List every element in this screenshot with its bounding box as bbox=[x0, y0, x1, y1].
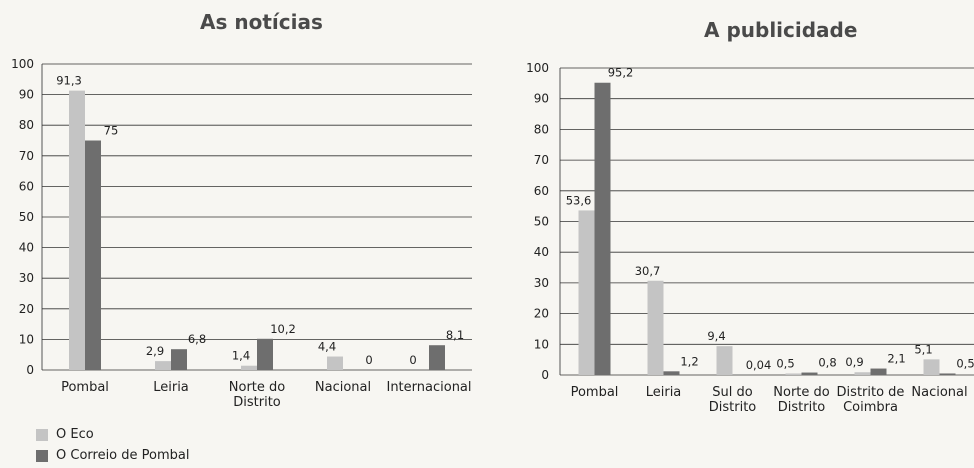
publicidade-y-tick-label: 30 bbox=[534, 276, 549, 290]
chart-title-publicidade: A publicidade bbox=[704, 18, 858, 42]
legend-label-correio: O Correio de Pombal bbox=[56, 448, 190, 463]
noticias-y-tick-label: 90 bbox=[19, 88, 34, 102]
publicidade-bar-eco bbox=[716, 346, 733, 375]
publicidade-data-label: 0,9 bbox=[845, 355, 863, 369]
publicidade-bar-correio bbox=[594, 82, 611, 376]
legend-item-correio: O Correio de Pombal bbox=[36, 445, 189, 466]
publicidade-y-tick-label: 10 bbox=[534, 337, 549, 351]
legend-swatch-eco bbox=[36, 428, 48, 441]
legend-label-eco: O Eco bbox=[56, 427, 94, 442]
publicidade-y-tick-label: 60 bbox=[534, 184, 549, 198]
noticias-data-label: 75 bbox=[104, 124, 119, 138]
publicidade-bar-eco bbox=[854, 372, 871, 375]
publicidade-data-label: 5,1 bbox=[914, 342, 932, 356]
legend-swatch-correio bbox=[36, 449, 48, 462]
publicidade-y-tick-label: 80 bbox=[534, 122, 549, 136]
publicidade-category-label: Pombal bbox=[571, 385, 619, 400]
publicidade-data-label: 2,1 bbox=[887, 352, 905, 366]
publicidade-category-label: Nacional bbox=[911, 385, 967, 400]
noticias-y-tick-label: 40 bbox=[19, 241, 34, 255]
publicidade-category-label: Distrito bbox=[778, 400, 826, 415]
noticias-bar-eco bbox=[155, 361, 171, 370]
noticias-data-label: 10,2 bbox=[270, 322, 296, 336]
publicidade-data-label: 1,2 bbox=[680, 354, 698, 368]
publicidade-data-label: 0,04 bbox=[746, 358, 772, 372]
publicidade-bar-correio bbox=[939, 373, 956, 375]
noticias-category-label: Nacional bbox=[315, 380, 371, 395]
noticias-bar-eco bbox=[241, 365, 257, 370]
publicidade-bar-correio bbox=[801, 372, 818, 375]
legend: O Eco O Correio de Pombal bbox=[36, 424, 189, 466]
noticias-category-label: Pombal bbox=[61, 380, 109, 395]
noticias-bar-eco bbox=[327, 356, 343, 370]
publicidade-bar-eco bbox=[578, 210, 595, 375]
noticias-data-label: 4,4 bbox=[318, 340, 336, 354]
noticias-category-label: Internacional bbox=[386, 380, 471, 395]
publicidade-y-tick-label: 40 bbox=[534, 245, 549, 259]
publicidade-category-label: Coimbra bbox=[843, 400, 898, 415]
publicidade-bar-correio bbox=[663, 371, 680, 375]
noticias-data-label: 0 bbox=[409, 353, 416, 367]
chart-title-noticias: As notícias bbox=[200, 10, 323, 34]
publicidade-data-label: 9,4 bbox=[707, 329, 725, 343]
publicidade-data-label: 0,5 bbox=[956, 356, 974, 370]
publicidade-bar-eco bbox=[647, 280, 664, 375]
noticias-y-tick-label: 60 bbox=[19, 179, 34, 193]
noticias-y-tick-label: 50 bbox=[19, 210, 34, 224]
publicidade-category-label: Norte do bbox=[773, 385, 830, 400]
noticias-bar-correio bbox=[429, 345, 445, 370]
noticias-category-label: Distrito bbox=[233, 395, 281, 410]
noticias-data-label: 91,3 bbox=[56, 74, 82, 88]
noticias-category-label: Norte do bbox=[229, 380, 286, 395]
publicidade-bar-eco bbox=[923, 359, 940, 375]
noticias-y-tick-label: 100 bbox=[11, 57, 34, 71]
publicidade-data-label: 0,5 bbox=[776, 356, 794, 370]
noticias-data-label: 0 bbox=[365, 353, 372, 367]
noticias-data-label: 2,9 bbox=[146, 344, 164, 358]
publicidade-data-label: 95,2 bbox=[608, 66, 634, 80]
publicidade-category-label: Distrito bbox=[709, 400, 757, 415]
legend-item-eco: O Eco bbox=[36, 424, 189, 445]
noticias-bar-eco bbox=[69, 90, 85, 370]
noticias-bar-correio bbox=[171, 349, 187, 370]
publicidade-y-tick-label: 90 bbox=[534, 92, 549, 106]
publicidade-data-label: 30,7 bbox=[635, 264, 661, 278]
noticias-y-tick-label: 80 bbox=[19, 118, 34, 132]
noticias-category-label: Leiria bbox=[153, 380, 189, 395]
publicidade-bar-correio bbox=[870, 368, 887, 375]
publicidade-y-tick-label: 0 bbox=[541, 368, 549, 382]
publicidade-category-label: Distrito de bbox=[837, 385, 905, 400]
noticias-y-tick-label: 70 bbox=[19, 149, 34, 163]
publicidade-y-tick-label: 100 bbox=[526, 61, 549, 75]
noticias-y-tick-label: 0 bbox=[26, 363, 34, 377]
publicidade-category-label: Leiria bbox=[646, 385, 682, 400]
noticias-data-label: 1,4 bbox=[232, 349, 250, 363]
noticias-data-label: 6,8 bbox=[188, 332, 206, 346]
noticias-bar-correio bbox=[85, 140, 101, 370]
publicidade-data-label: 53,6 bbox=[566, 193, 592, 207]
publicidade-y-tick-label: 50 bbox=[534, 215, 549, 229]
noticias-data-label: 8,1 bbox=[446, 328, 464, 342]
noticias-y-tick-label: 20 bbox=[19, 302, 34, 316]
publicidade-data-label: 0,8 bbox=[818, 356, 836, 370]
noticias-y-tick-label: 30 bbox=[19, 271, 34, 285]
publicidade-bar-eco bbox=[785, 373, 802, 375]
noticias-y-tick-label: 10 bbox=[19, 332, 34, 346]
publicidade-y-tick-label: 70 bbox=[534, 153, 549, 167]
noticias-bar-correio bbox=[257, 338, 273, 370]
publicidade-y-tick-label: 20 bbox=[534, 307, 549, 321]
publicidade-category-label: Sul do bbox=[712, 385, 752, 400]
